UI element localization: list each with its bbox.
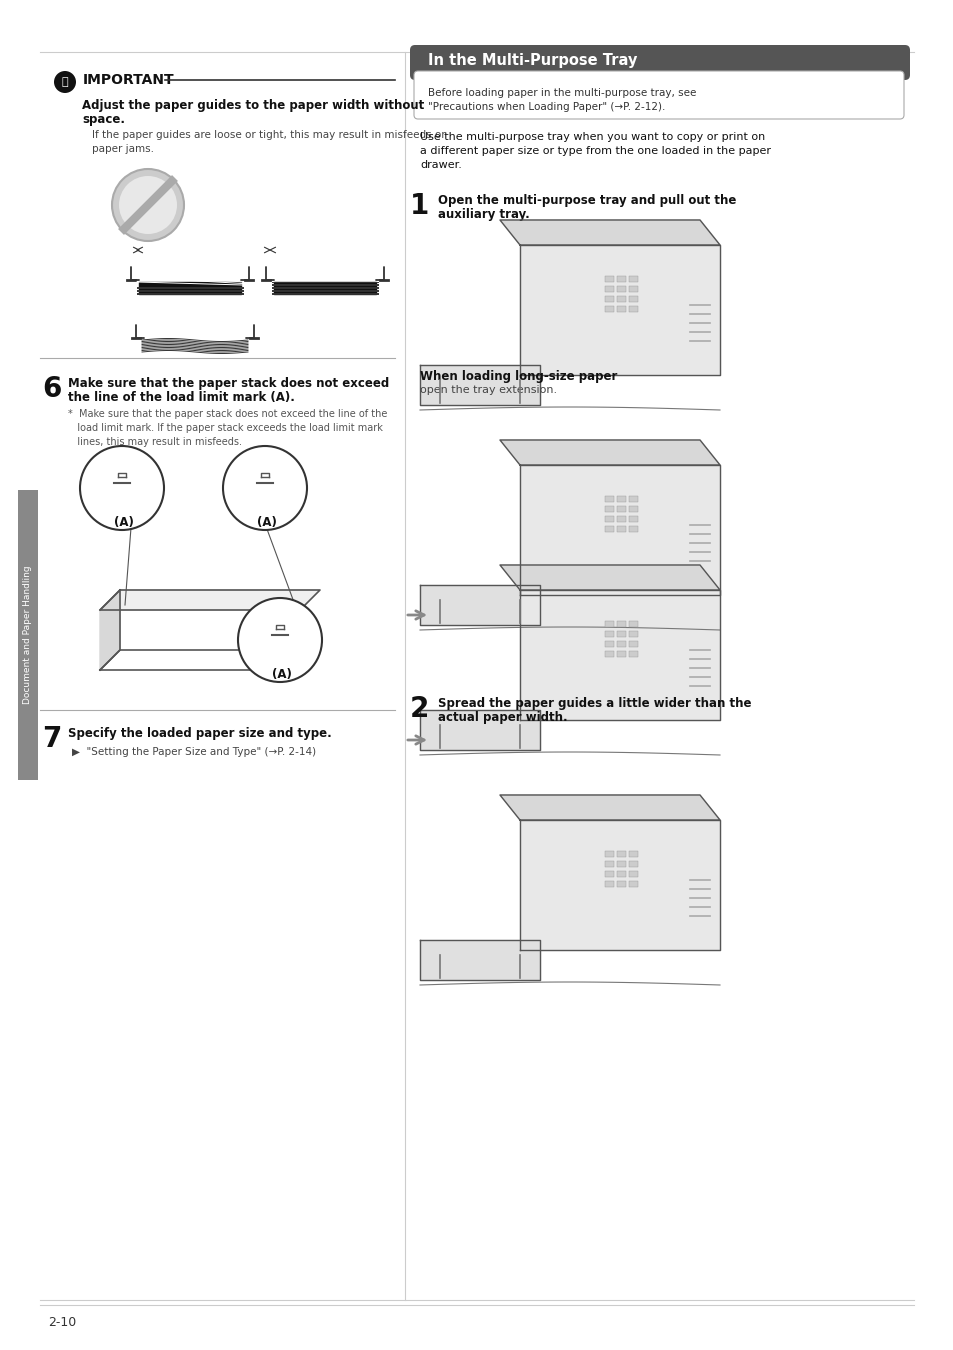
Bar xyxy=(628,506,638,512)
Text: (A): (A) xyxy=(113,516,133,529)
Text: auxiliary tray.: auxiliary tray. xyxy=(437,208,529,221)
Bar xyxy=(604,861,614,867)
Bar xyxy=(604,506,614,512)
Bar xyxy=(628,516,638,522)
Bar xyxy=(617,651,625,657)
Polygon shape xyxy=(519,819,720,950)
Polygon shape xyxy=(100,590,120,670)
Bar xyxy=(604,495,614,502)
Bar xyxy=(604,871,614,878)
Bar xyxy=(628,286,638,292)
Bar xyxy=(604,275,614,282)
Text: When loading long-size paper: When loading long-size paper xyxy=(419,370,617,383)
Text: Specify the loaded paper size and type.: Specify the loaded paper size and type. xyxy=(68,728,332,740)
Polygon shape xyxy=(499,220,720,244)
Bar xyxy=(628,850,638,857)
Bar xyxy=(617,286,625,292)
Bar xyxy=(617,306,625,312)
Bar xyxy=(617,506,625,512)
Bar xyxy=(617,296,625,302)
Polygon shape xyxy=(499,795,720,819)
Text: ✋: ✋ xyxy=(62,77,69,86)
Polygon shape xyxy=(419,940,539,980)
Bar xyxy=(604,526,614,532)
FancyBboxPatch shape xyxy=(410,45,909,80)
Bar xyxy=(628,871,638,878)
Bar xyxy=(617,516,625,522)
Bar xyxy=(628,495,638,502)
Bar xyxy=(604,286,614,292)
Text: Document and Paper Handling: Document and Paper Handling xyxy=(24,566,32,705)
Circle shape xyxy=(223,446,307,531)
Text: (A): (A) xyxy=(272,668,292,680)
Bar xyxy=(604,641,614,647)
Bar xyxy=(617,275,625,282)
Bar xyxy=(628,651,638,657)
Circle shape xyxy=(237,598,322,682)
Bar xyxy=(604,630,614,637)
Bar xyxy=(604,651,614,657)
Text: Use the multi-purpose tray when you want to copy or print on
a different paper s: Use the multi-purpose tray when you want… xyxy=(419,132,770,170)
Bar xyxy=(604,296,614,302)
Bar xyxy=(628,882,638,887)
Bar xyxy=(617,526,625,532)
Text: the line of the load limit mark (A).: the line of the load limit mark (A). xyxy=(68,392,294,404)
Polygon shape xyxy=(419,710,539,751)
Circle shape xyxy=(80,446,164,531)
Text: Adjust the paper guides to the paper width without: Adjust the paper guides to the paper wid… xyxy=(82,99,424,112)
Bar xyxy=(617,861,625,867)
Text: ▶  "Setting the Paper Size and Type" (→P. 2-14): ▶ "Setting the Paper Size and Type" (→P.… xyxy=(71,747,315,757)
Text: *  Make sure that the paper stack does not exceed the line of the
   load limit : * Make sure that the paper stack does no… xyxy=(68,409,387,447)
Text: 1: 1 xyxy=(410,192,429,220)
Bar xyxy=(628,861,638,867)
Bar xyxy=(617,882,625,887)
Bar xyxy=(628,621,638,626)
Bar xyxy=(604,306,614,312)
Bar xyxy=(628,306,638,312)
Text: open the tray extension.: open the tray extension. xyxy=(419,385,557,396)
Bar xyxy=(617,630,625,637)
Bar xyxy=(617,621,625,626)
Bar xyxy=(617,495,625,502)
Bar xyxy=(617,871,625,878)
Polygon shape xyxy=(419,585,539,625)
Text: (A): (A) xyxy=(256,516,276,529)
Bar xyxy=(18,490,38,780)
Text: 2: 2 xyxy=(410,695,429,724)
Bar xyxy=(617,641,625,647)
Text: Open the multi-purpose tray and pull out the: Open the multi-purpose tray and pull out… xyxy=(437,194,736,207)
Polygon shape xyxy=(100,590,319,610)
Bar xyxy=(604,516,614,522)
Bar xyxy=(628,275,638,282)
Bar xyxy=(628,630,638,637)
Polygon shape xyxy=(499,566,720,590)
Text: 6: 6 xyxy=(42,375,61,404)
Bar xyxy=(604,621,614,626)
Text: In the Multi-Purpose Tray: In the Multi-Purpose Tray xyxy=(428,54,637,69)
Circle shape xyxy=(54,72,76,93)
Polygon shape xyxy=(519,464,720,595)
Polygon shape xyxy=(519,244,720,375)
Text: Spread the paper guides a little wider than the: Spread the paper guides a little wider t… xyxy=(437,697,751,710)
Bar xyxy=(617,850,625,857)
Circle shape xyxy=(119,176,177,234)
Polygon shape xyxy=(499,440,720,464)
Text: 7: 7 xyxy=(42,725,61,753)
Circle shape xyxy=(112,169,184,242)
Polygon shape xyxy=(419,364,539,405)
Text: Before loading paper in the multi-purpose tray, see
"Precautions when Loading Pa: Before loading paper in the multi-purpos… xyxy=(428,88,696,112)
Text: 2-10: 2-10 xyxy=(48,1315,76,1328)
Text: actual paper width.: actual paper width. xyxy=(437,711,567,724)
Text: Make sure that the paper stack does not exceed: Make sure that the paper stack does not … xyxy=(68,377,389,390)
Bar xyxy=(604,850,614,857)
Polygon shape xyxy=(519,590,720,720)
Bar xyxy=(628,296,638,302)
Text: space.: space. xyxy=(82,113,125,126)
FancyBboxPatch shape xyxy=(414,72,903,119)
Bar xyxy=(604,882,614,887)
Bar xyxy=(628,641,638,647)
Text: IMPORTANT: IMPORTANT xyxy=(83,73,174,86)
Text: If the paper guides are loose or tight, this may result in misfeeds or
paper jam: If the paper guides are loose or tight, … xyxy=(91,130,445,154)
Bar xyxy=(628,526,638,532)
